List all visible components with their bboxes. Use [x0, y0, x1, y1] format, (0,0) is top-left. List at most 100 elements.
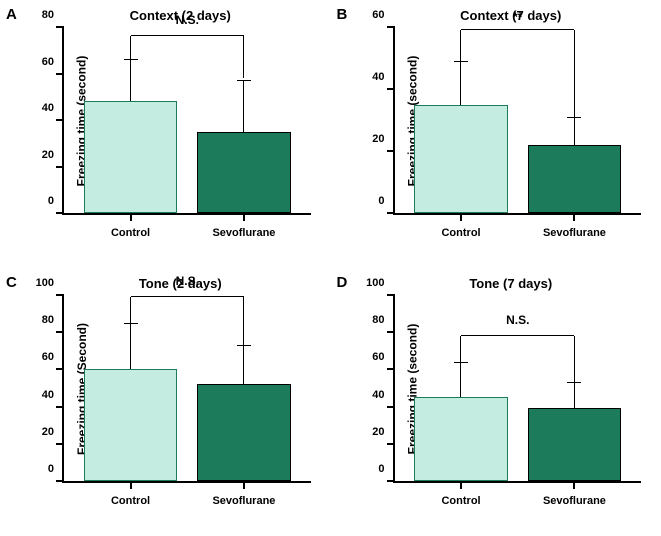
- x-tick-label: Sevoflurane: [543, 495, 606, 507]
- y-tick: [387, 88, 395, 90]
- significance-drop: [460, 30, 461, 61]
- x-tick: [243, 481, 245, 489]
- y-tick: [387, 331, 395, 333]
- y-tick: [387, 150, 395, 152]
- y-tick-label: 0: [378, 463, 384, 475]
- significance-drop: [460, 336, 461, 362]
- x-tick-label: Sevoflurane: [543, 227, 606, 239]
- bar: [528, 408, 622, 481]
- y-tick-label: 0: [378, 195, 384, 207]
- y-tick-label: 20: [372, 133, 384, 145]
- y-tick: [56, 26, 64, 28]
- y-tick-label: 20: [42, 149, 54, 161]
- y-tick-label: 80: [372, 314, 384, 326]
- y-tick-label: 40: [372, 71, 384, 83]
- y-tick: [56, 166, 64, 168]
- y-tick-label: 40: [42, 102, 54, 114]
- y-tick: [387, 406, 395, 408]
- x-tick-label: Control: [441, 495, 480, 507]
- error-bar: [130, 323, 131, 370]
- significance-bracket: [131, 35, 244, 36]
- y-tick: [56, 212, 64, 214]
- figure-grid: A Context (2 days) Freezing time (second…: [0, 0, 661, 536]
- x-tick: [243, 213, 245, 221]
- plot-area-b: 0204060ControlSevoflurane**: [393, 27, 642, 215]
- error-bar: [460, 362, 461, 397]
- significance-drop: [243, 36, 244, 78]
- error-bar: [574, 117, 575, 145]
- y-tick: [56, 331, 64, 333]
- y-tick: [387, 294, 395, 296]
- significance-drop: [574, 336, 575, 383]
- significance-drop: [130, 36, 131, 59]
- bar: [528, 145, 622, 213]
- bar: [197, 384, 291, 481]
- significance-bracket: [461, 335, 574, 336]
- y-tick-label: 40: [42, 389, 54, 401]
- significance-label: N.S.: [176, 13, 199, 27]
- plot-area-a: 020406080ControlSevofluraneN.S.: [62, 27, 311, 215]
- x-tick: [130, 213, 132, 221]
- x-tick-label: Sevoflurane: [212, 227, 275, 239]
- plot-wrap: Freezing time (second) 0204060ControlSev…: [393, 27, 652, 215]
- panel-a: A Context (2 days) Freezing time (second…: [0, 0, 331, 268]
- y-tick: [56, 368, 64, 370]
- x-tick: [130, 481, 132, 489]
- y-tick: [387, 212, 395, 214]
- x-tick-label: Control: [111, 227, 150, 239]
- y-tick-label: 60: [372, 351, 384, 363]
- plot-wrap: Freezing time (second) 020406080100Contr…: [393, 295, 652, 483]
- plot-wrap: Freezing time (second) 020406080ControlS…: [62, 27, 321, 215]
- y-tick: [56, 119, 64, 121]
- plot-wrap: Freezing time (Second) 020406080100Contr…: [62, 295, 321, 483]
- error-bar: [243, 80, 244, 131]
- bar: [414, 105, 508, 214]
- bar: [414, 397, 508, 481]
- y-tick-label: 60: [42, 56, 54, 68]
- panel-letter: D: [337, 274, 348, 291]
- significance-label: N.S.: [506, 313, 529, 327]
- y-tick-label: 60: [42, 351, 54, 363]
- panel-letter: B: [337, 6, 348, 23]
- x-tick: [573, 213, 575, 221]
- panel-d: D Tone (7 days) Freezing time (second) 0…: [331, 268, 661, 536]
- panel-title: Context (7 days): [371, 8, 652, 23]
- significance-drop: [574, 30, 575, 117]
- y-tick-label: 20: [42, 426, 54, 438]
- panel-b: B Context (7 days) Freezing time (second…: [331, 0, 661, 268]
- significance-label: **: [513, 10, 522, 24]
- bar: [84, 101, 178, 213]
- y-tick-label: 100: [36, 277, 54, 289]
- y-tick: [56, 443, 64, 445]
- x-tick-label: Sevoflurane: [212, 495, 275, 507]
- y-tick-label: 0: [48, 195, 54, 207]
- error-bar: [574, 382, 575, 408]
- error-bar: [460, 61, 461, 104]
- y-tick: [56, 480, 64, 482]
- x-tick: [573, 481, 575, 489]
- y-tick: [387, 26, 395, 28]
- plot-area-c: 020406080100ControlSevofluraneN.S.: [62, 295, 311, 483]
- significance-drop: [243, 297, 244, 345]
- panel-title: Tone (7 days): [371, 276, 652, 291]
- panel-c: C Tone (2 days) Freezing time (Second) 0…: [0, 268, 331, 536]
- x-tick: [460, 213, 462, 221]
- y-tick: [387, 368, 395, 370]
- y-tick-label: 60: [372, 9, 384, 21]
- y-tick: [56, 406, 64, 408]
- y-tick-label: 80: [42, 9, 54, 21]
- x-tick: [460, 481, 462, 489]
- bar: [84, 369, 178, 481]
- significance-drop: [130, 297, 131, 323]
- error-bar: [130, 60, 131, 102]
- y-tick: [56, 294, 64, 296]
- y-tick-label: 100: [366, 277, 384, 289]
- y-tick: [387, 443, 395, 445]
- bar: [197, 132, 291, 213]
- significance-bracket: [131, 296, 244, 297]
- error-cap: [237, 80, 251, 81]
- significance-label: N.S.: [176, 274, 199, 288]
- y-tick-label: 40: [372, 389, 384, 401]
- y-tick-label: 0: [48, 463, 54, 475]
- x-tick-label: Control: [111, 495, 150, 507]
